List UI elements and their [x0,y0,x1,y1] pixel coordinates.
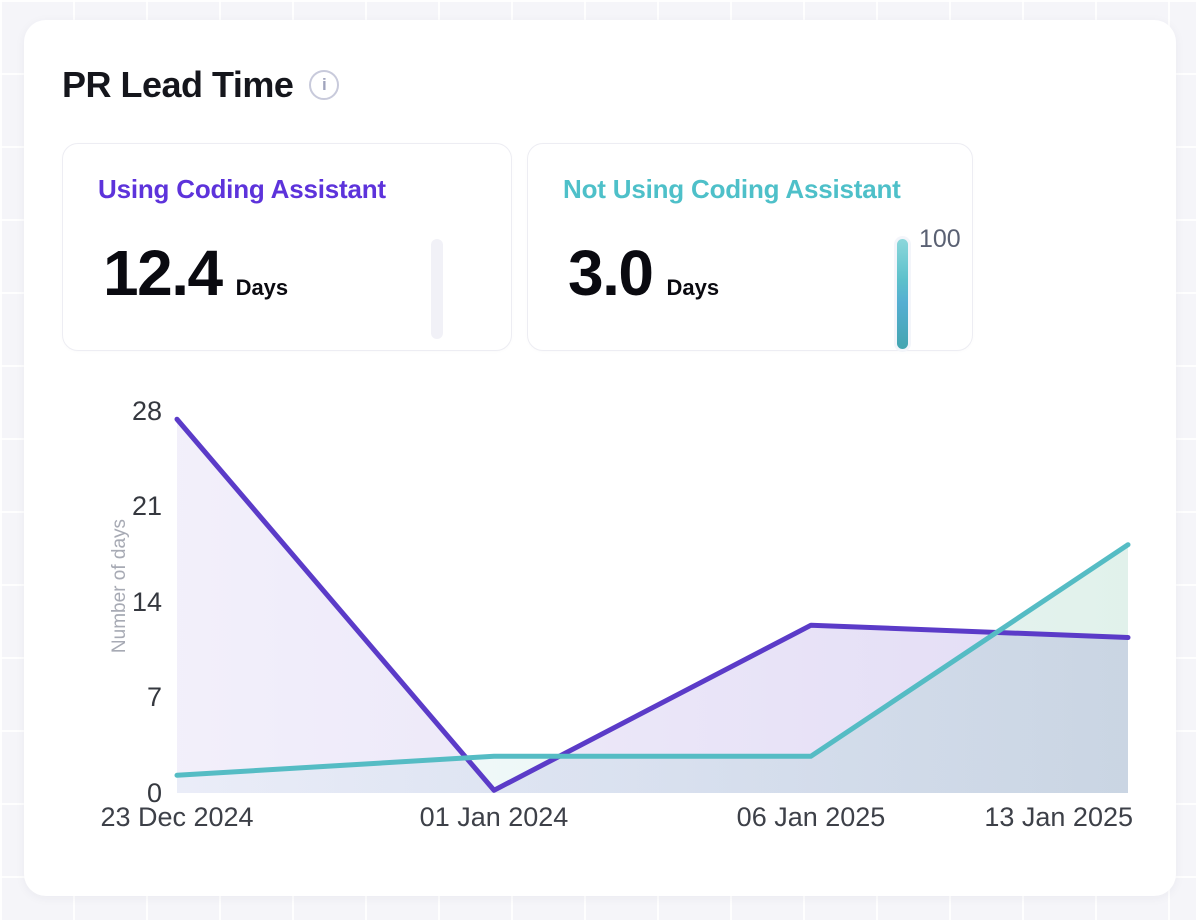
card-header: PR Lead Time i [62,64,340,106]
stat-label: Not Using Coding Assistant [563,174,901,204]
stat-unit: Days [235,275,289,300]
stat-unit: Days [666,275,720,300]
stat-card-using-assistant: Using Coding Assistant 12.4 Days [62,143,512,351]
x-tick: 01 Jan 2024 [419,802,569,832]
x-tick: 06 Jan 2025 [736,802,886,832]
stat-card-not-using-assistant: Not Using Coding Assistant 3.0 Days 100 [527,143,973,351]
stat-value-row: 3.0 Days [568,236,719,310]
info-icon[interactable]: i [309,70,340,100]
pr-lead-time-card: PR Lead Time i Using Coding Assistant 12… [24,20,1176,896]
stat-gauge-bar [431,239,443,339]
y-tick: 21 [131,491,162,521]
stat-gauge-bar [897,239,908,349]
series-area-not-using-assistant [177,544,1128,793]
x-tick: 13 Jan 2025 [984,802,1133,832]
y-tick: 0 [146,778,162,808]
y-tick: 28 [131,396,162,426]
stat-value: 3.0 [568,237,654,309]
series-line-not-using-assistant [174,542,1131,778]
y-tick: 14 [131,587,162,617]
page-title: PR Lead Time [62,64,294,105]
stat-value: 12.4 [103,237,223,309]
gauge-max-label: 100 [919,225,961,253]
series-line-using-assistant [174,416,1131,793]
stat-value-row: 12.4 Days [103,236,288,310]
x-tick: 23 Dec 2024 [100,802,254,832]
y-tick: 7 [146,682,162,712]
y-axis-title: Number of days [109,518,130,654]
stat-label: Using Coding Assistant [98,174,386,204]
lead-time-chart[interactable] [174,411,1131,793]
